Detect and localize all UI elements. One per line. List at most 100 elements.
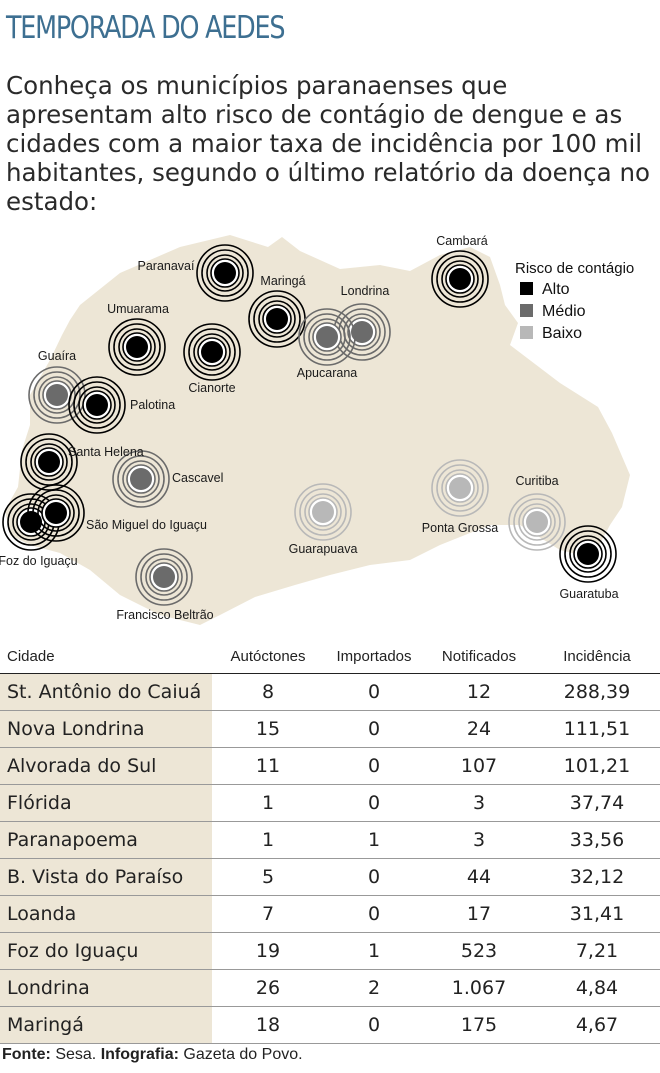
cell-notificados: 12 (424, 673, 534, 711)
cell-importados: 0 (324, 895, 424, 933)
cell-cidade: Nova Londrina (0, 710, 212, 748)
risk-ring (201, 249, 249, 297)
city-marker (508, 493, 566, 551)
risk-ring (559, 525, 617, 583)
cell-autoctones: 26 (212, 969, 324, 1007)
risk-ring (112, 450, 170, 508)
city-marker (431, 459, 489, 517)
risk-legend: Risco de contágio Alto Médio Baixo (515, 260, 634, 342)
intro-text: Conheça os municípios paranaenses que ap… (6, 71, 650, 216)
cell-autoctones: 11 (212, 747, 324, 785)
city-label: Ponta Grossa (422, 521, 498, 535)
city-marker (559, 525, 617, 583)
city-marker (20, 433, 78, 491)
risk-dot (201, 341, 223, 363)
table-row: Maringá 18 0 175 4,67 (0, 1006, 660, 1044)
map-svg: Cambará Paranavaí Maringá Londrina Umuarama C… (0, 234, 634, 625)
risk-ring (196, 244, 254, 302)
city-marker (183, 323, 241, 381)
cell-incidencia: 32,12 (534, 858, 660, 896)
risk-ring (299, 488, 347, 536)
risk-ring (73, 381, 121, 429)
city-label: Santa Helena (68, 445, 144, 459)
legend-swatch (520, 304, 533, 317)
cell-autoctones: 1 (212, 821, 324, 859)
cell-importados: 0 (324, 673, 424, 711)
cell-autoctones: 7 (212, 895, 324, 933)
city-label: Francisco Beltrão (116, 608, 213, 622)
risk-ring (569, 535, 607, 573)
cell-importados: 0 (324, 747, 424, 785)
source-credit: Fonte: Sesa. Infografia: Gazeta do Povo. (2, 1046, 303, 1064)
cell-importados: 0 (324, 710, 424, 748)
cell-notificados: 44 (424, 858, 534, 896)
cell-autoctones: 5 (212, 858, 324, 896)
infographic-title: TEMPORADA DO AEDES (6, 10, 285, 46)
city-label: Palotina (130, 398, 175, 412)
cell-cidade: B. Vista do Paraíso (0, 858, 212, 896)
cell-importados: 2 (324, 969, 424, 1007)
cell-incidencia: 101,21 (534, 747, 660, 785)
col-header-autoctones: Autóctones (212, 640, 324, 674)
cell-autoctones: 19 (212, 932, 324, 970)
city-label: Paranavaí (138, 259, 196, 273)
table-row: Paranapoema 1 1 3 33,56 (0, 821, 660, 859)
city-marker (28, 366, 86, 424)
risk-ring (118, 328, 156, 366)
table-row: Nova Londrina 15 0 24 111,51 (0, 710, 660, 748)
risk-ring (28, 366, 86, 424)
risk-ring (122, 460, 160, 498)
cell-notificados: 107 (424, 747, 534, 785)
legend-label: Alto (542, 281, 570, 298)
city-marker (298, 308, 356, 366)
risk-ring (20, 433, 78, 491)
risk-ring (206, 254, 244, 292)
city-label: Apucarana (297, 366, 358, 380)
risk-dot (214, 262, 236, 284)
cell-incidencia: 4,84 (534, 969, 660, 1007)
cell-notificados: 1.067 (424, 969, 534, 1007)
risk-ring (441, 260, 479, 298)
table-row: Foz do Iguaçu 19 1 523 7,21 (0, 932, 660, 970)
risk-ring (27, 484, 85, 542)
risk-ring (303, 313, 351, 361)
city-marker (248, 290, 306, 348)
cell-cidade: Londrina (0, 969, 212, 1007)
cell-notificados: 17 (424, 895, 534, 933)
risk-ring (294, 483, 352, 541)
risk-ring (183, 323, 241, 381)
city-label: São Miguel do Iguaçu (86, 518, 207, 532)
risk-dot (351, 321, 373, 343)
cell-incidencia: 288,39 (534, 673, 660, 711)
risk-dot (126, 336, 148, 358)
risk-ring (298, 308, 356, 366)
risk-dot (38, 451, 60, 473)
risk-ring (518, 503, 556, 541)
cell-incidencia: 37,74 (534, 784, 660, 822)
cell-importados: 1 (324, 821, 424, 859)
city-label: Curitiba (515, 474, 558, 488)
city-marker (135, 548, 193, 606)
risk-ring (308, 318, 346, 356)
cell-importados: 1 (324, 932, 424, 970)
city-label: Guarapuava (289, 542, 358, 556)
cell-incidencia: 111,51 (534, 710, 660, 748)
cell-notificados: 3 (424, 821, 534, 859)
city-marker (68, 376, 126, 434)
cell-notificados: 175 (424, 1006, 534, 1044)
risk-ring (304, 493, 342, 531)
risk-dot (153, 566, 175, 588)
cell-importados: 0 (324, 1006, 424, 1044)
risk-ring (253, 295, 301, 343)
table-row: Loanda 7 0 17 31,41 (0, 895, 660, 933)
cell-incidencia: 33,56 (534, 821, 660, 859)
col-header-incidencia: Incidência (534, 640, 660, 674)
city-label: Londrina (341, 284, 390, 298)
parana-map: Cambará Paranavaí Maringá Londrina Umuarama C… (0, 225, 660, 635)
risk-dot (20, 511, 42, 533)
legend-label: Médio (542, 303, 586, 320)
table-row: B. Vista do Paraíso 5 0 44 32,12 (0, 858, 660, 896)
table-row: Alvorada do Sul 11 0 107 101,21 (0, 747, 660, 785)
cell-cidade: Loanda (0, 895, 212, 933)
risk-ring (431, 459, 489, 517)
